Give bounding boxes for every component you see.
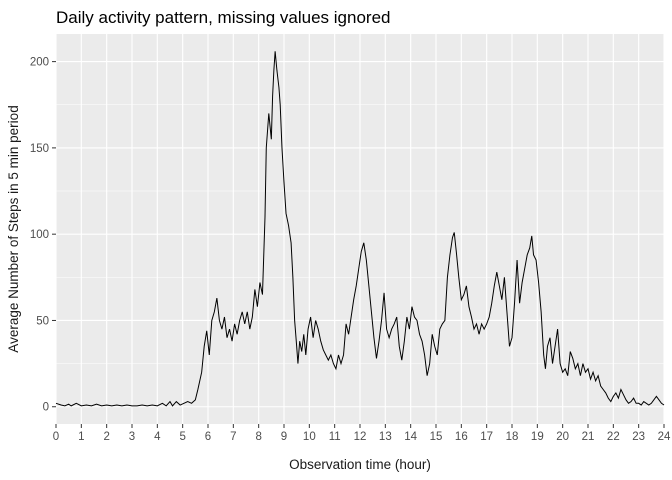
series-line — [55, 51, 665, 407]
x-tick-label: 10 — [303, 431, 316, 443]
x-tick-label: 3 — [129, 431, 135, 443]
x-tick-label: 2 — [103, 431, 109, 443]
y-tick-label: 100 — [30, 229, 49, 241]
x-tick-label: 21 — [582, 431, 595, 443]
x-tick-label: 15 — [430, 431, 443, 443]
x-tick-label: 0 — [53, 431, 59, 443]
y-axis-title: Average Number of Steps in 5 min period — [6, 105, 21, 352]
x-tick-label: 7 — [230, 431, 236, 443]
x-tick-label: 5 — [179, 431, 185, 443]
y-tick-label: 150 — [30, 143, 49, 155]
x-tick-label: 17 — [480, 431, 493, 443]
x-tick-label: 6 — [205, 431, 211, 443]
x-tick-label: 12 — [354, 431, 367, 443]
chart-title: Daily activity pattern, missing values i… — [56, 8, 390, 27]
x-tick-label: 22 — [607, 431, 620, 443]
x-tick-label: 23 — [632, 431, 645, 443]
x-tick-label: 24 — [658, 431, 671, 443]
x-tick-label: 19 — [531, 431, 544, 443]
x-tick-label: 14 — [404, 431, 417, 443]
x-tick-label: 13 — [379, 431, 392, 443]
x-tick-label: 8 — [255, 431, 261, 443]
grid-lines — [55, 34, 665, 424]
y-tick-label: 50 — [36, 315, 49, 327]
x-tick-label: 11 — [329, 431, 341, 443]
x-tick-label: 1 — [78, 431, 84, 443]
x-tick-label: 16 — [455, 431, 468, 443]
x-tick-label: 20 — [556, 431, 569, 443]
x-axis-title: Observation time (hour) — [289, 457, 431, 472]
y-tick-label: 200 — [30, 57, 49, 69]
y-tick-label: 0 — [43, 402, 49, 414]
x-tick-label: 18 — [506, 431, 519, 443]
x-tick-label: 9 — [281, 431, 287, 443]
x-tick-label: 4 — [154, 431, 161, 443]
